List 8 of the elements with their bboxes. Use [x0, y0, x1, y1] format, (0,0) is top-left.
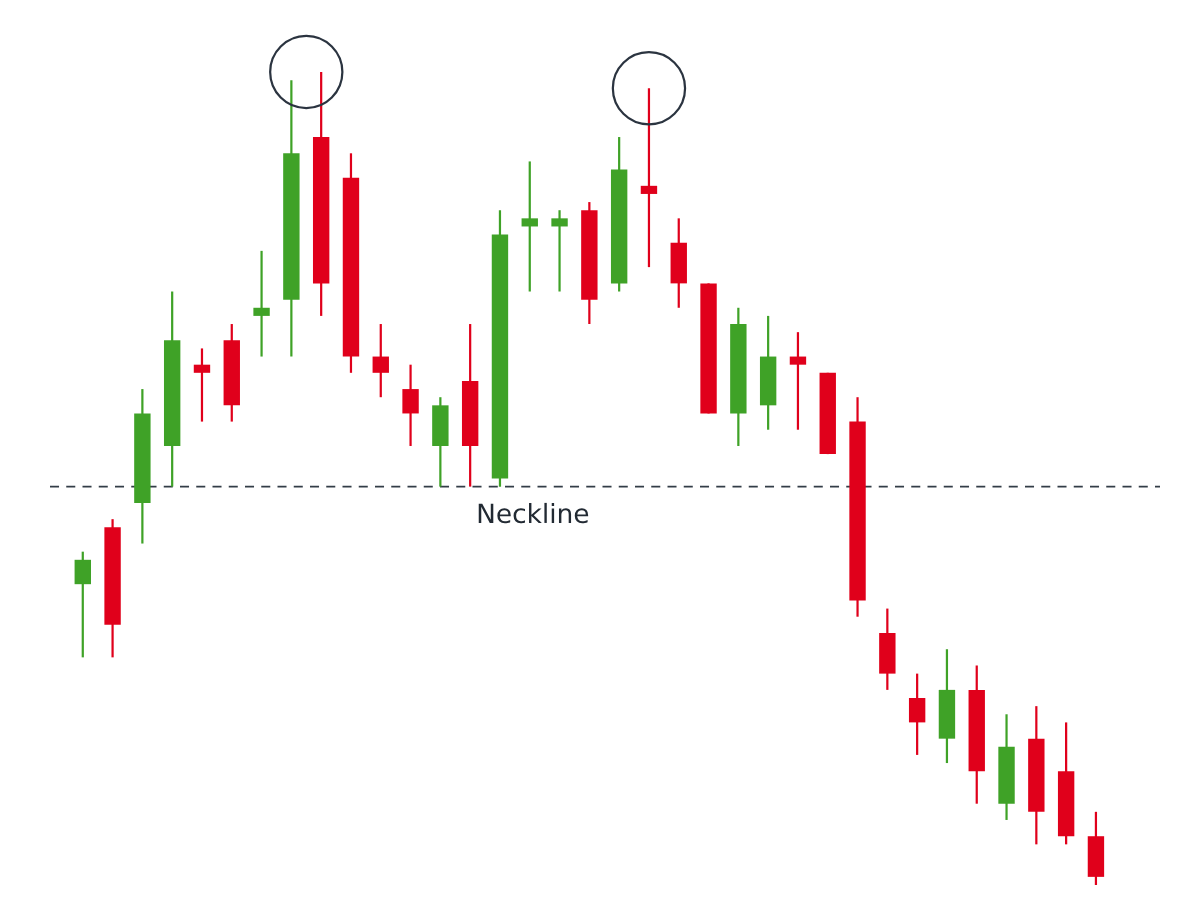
- candlestick: [193, 347, 211, 423]
- ref-line-label: Neckline: [478, 502, 589, 524]
- candlestick: [640, 87, 658, 269]
- candlestick: [372, 322, 389, 399]
- candlestick: [551, 209, 568, 293]
- candlestick: [521, 160, 538, 293]
- candlestick: [253, 249, 270, 358]
- candlestick: [789, 331, 807, 431]
